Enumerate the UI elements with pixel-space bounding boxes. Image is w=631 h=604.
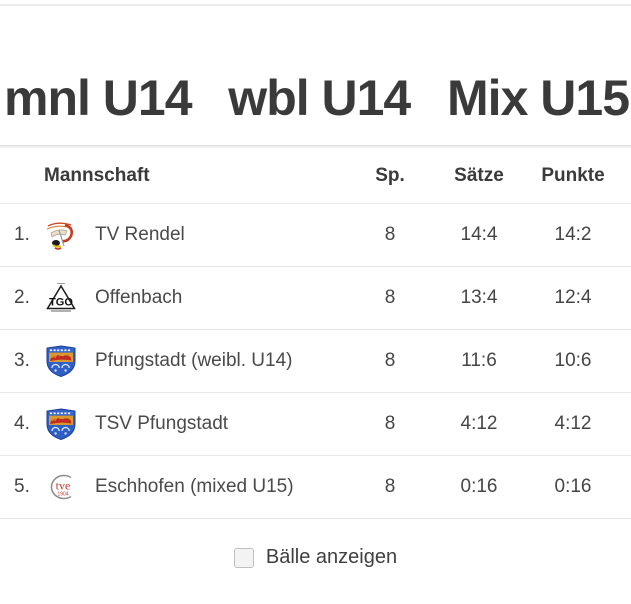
show-balls-option[interactable]: Bälle anzeigen [0, 546, 631, 569]
pfungstadt-crest-logo [44, 407, 94, 441]
team-name-cell: Pfungstadt (weibl. U14) [95, 350, 293, 371]
games-cell: 8 [384, 224, 396, 245]
column-header-sets: Sätze [454, 164, 504, 186]
table-body: 1. TV Rendel 8 14:4 14:2 2. TGO Offenbac… [0, 204, 631, 519]
team-name-cell: Offenbach [95, 287, 183, 308]
sets-cell: 4:12 [460, 413, 498, 434]
rank-cell: 2. [14, 287, 30, 308]
pfungstadt-crest-logo [44, 344, 94, 378]
games-cell: 8 [384, 413, 396, 434]
svg-text:tve: tve [56, 479, 71, 493]
category-tab-bar: mnl U14 wbl U14 Mix U15 [0, 6, 631, 146]
tab-wbl-u14[interactable]: wbl U14 [228, 70, 411, 126]
tve-eschhofen-logo: tve 1904 [44, 470, 94, 504]
league-table: Mannschaft Sp. Sätze Punkte 1. TV Rendel… [0, 148, 631, 519]
games-cell: 8 [384, 476, 396, 497]
sets-cell: 14:4 [460, 224, 498, 245]
team-name-cell: Eschhofen (mixed U15) [95, 476, 294, 497]
tab-mnl-u14[interactable]: mnl U14 [4, 70, 193, 126]
table-row[interactable]: 2. TGO Offenbach 8 13:4 12:4 [0, 267, 631, 330]
points-cell: 0:16 [554, 476, 592, 497]
table-row[interactable]: 5. tve 1904 Eschhofen (mixed U15) 8 0:16 … [0, 456, 631, 519]
games-cell: 8 [384, 350, 396, 371]
games-cell: 8 [384, 287, 396, 308]
table-row[interactable]: 4. TSV Pfungstadt 8 4:12 4:12 [0, 393, 631, 456]
table-row[interactable]: 3. Pfungstadt (weibl. U14) 8 11:6 10:6 [0, 330, 631, 393]
svg-text:1904: 1904 [57, 492, 68, 498]
points-cell: 4:12 [554, 413, 592, 434]
tv-rendel-logo [44, 218, 94, 252]
tab-mix-u15[interactable]: Mix U15 [447, 70, 630, 126]
show-balls-label: Bälle anzeigen [265, 546, 398, 568]
rank-cell: 4. [14, 413, 30, 434]
points-cell: 12:4 [554, 287, 592, 308]
column-header-team: Mannschaft [44, 164, 150, 186]
sets-cell: 13:4 [460, 287, 498, 308]
team-name-cell: TSV Pfungstadt [95, 413, 229, 434]
rank-cell: 1. [14, 224, 30, 245]
table-header-row: Mannschaft Sp. Sätze Punkte [0, 148, 631, 204]
sets-cell: 11:6 [461, 350, 497, 371]
rank-cell: 3. [14, 350, 30, 371]
sets-cell: 0:16 [460, 476, 498, 497]
show-balls-checkbox[interactable] [233, 547, 254, 568]
points-cell: 10:6 [554, 350, 592, 371]
svg-text:TGO: TGO [49, 297, 73, 309]
top-divider [0, 4, 631, 6]
points-cell: 14:2 [554, 224, 592, 245]
table-row[interactable]: 1. TV Rendel 8 14:4 14:2 [0, 204, 631, 267]
team-name-cell: TV Rendel [95, 224, 185, 245]
rank-cell: 5. [14, 476, 30, 497]
tgo-offenbach-logo: TGO [44, 281, 94, 315]
column-header-points: Punkte [541, 164, 605, 186]
column-header-games: Sp. [375, 164, 405, 186]
